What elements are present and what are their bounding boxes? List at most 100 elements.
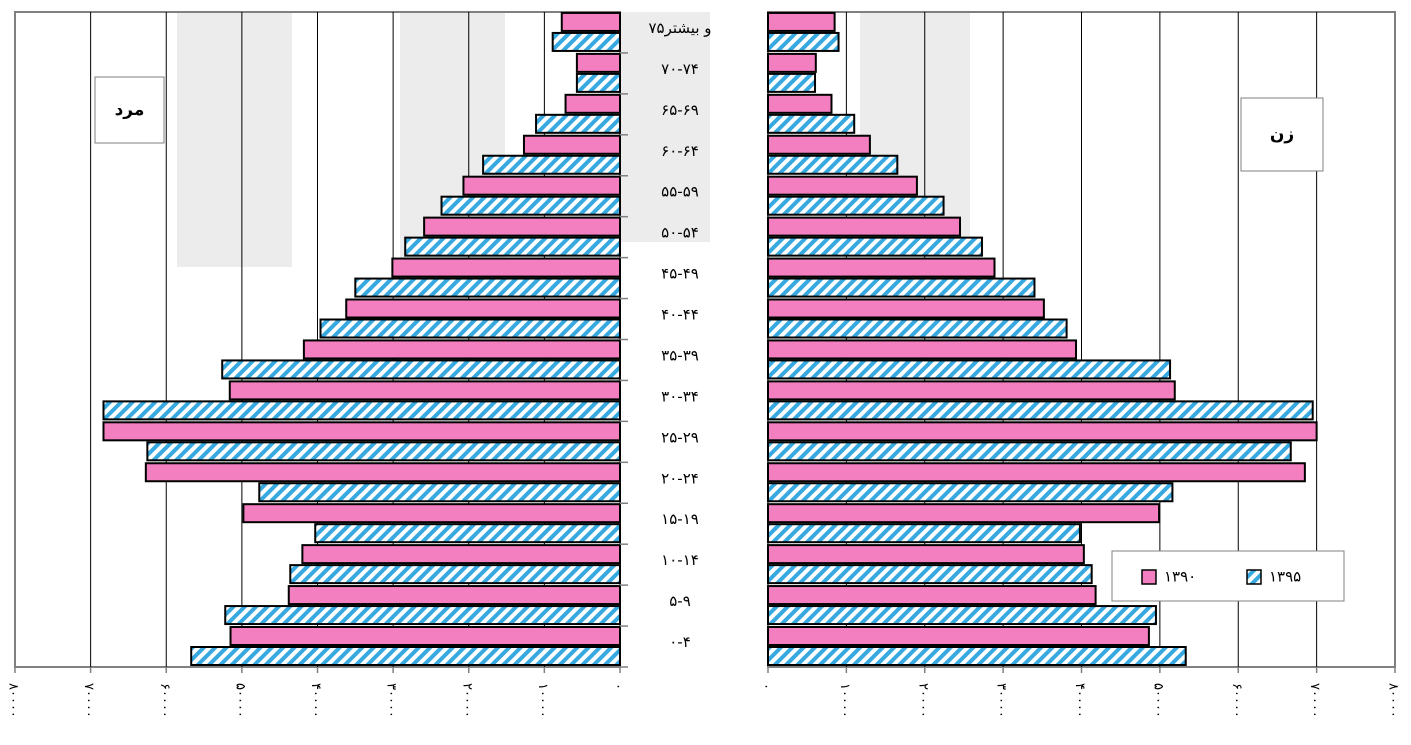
category-label: ۱۰-۱۴	[661, 551, 699, 569]
bar-1395	[767, 359, 1172, 380]
category-label: ۳۵-۳۹	[661, 346, 699, 364]
bar-1390	[560, 11, 621, 32]
bar-1390	[767, 52, 817, 73]
bar-1390	[575, 52, 621, 73]
bar-1395	[767, 441, 1292, 462]
tick-label: ۱۰۰۰۰	[535, 683, 550, 718]
bar-1390	[564, 93, 621, 114]
bar-1395	[575, 72, 621, 93]
panel-label: مرد	[115, 100, 145, 120]
bar-1390	[767, 503, 1161, 524]
bar-1390	[301, 544, 621, 565]
bar-1395	[289, 564, 621, 585]
bar-1395	[102, 400, 621, 421]
bar-1395	[221, 359, 621, 380]
bar-1390	[767, 462, 1306, 483]
tick-label: ۳۰۰۰۰	[994, 683, 1009, 718]
tick-label: ۶۰۰۰۰	[157, 683, 172, 718]
bar-1395	[258, 482, 621, 503]
legend-label: ۱۳۹۰	[1164, 568, 1196, 586]
bar-1390	[345, 298, 621, 319]
legend: ۱۳۹۰ ۱۳۹۵	[1111, 550, 1345, 602]
tick-label: ۶۰۰۰۰	[1229, 683, 1244, 718]
bar-1390	[767, 175, 918, 196]
bar-1395	[767, 646, 1187, 666]
bar-1395	[767, 236, 983, 257]
bar-1390	[522, 134, 621, 155]
bar-1395	[190, 646, 622, 666]
bar-1395	[767, 31, 840, 52]
bar-1390	[767, 298, 1045, 319]
bar-1390	[767, 93, 833, 114]
bar-1390	[287, 585, 621, 606]
panel-label-box	[1240, 97, 1324, 172]
legend-swatch	[1141, 569, 1157, 585]
bar-1395	[767, 523, 1081, 544]
bar-1390	[229, 626, 621, 646]
category-label: ۲۰-۲۴	[661, 469, 699, 487]
tick-label: ۴۰۰۰۰	[308, 683, 323, 718]
panel-left: ۰ ۱۰۰۰۰ ۲۰۰۰۰ ۳۰۰۰۰ ۴۰۰۰۰ ۵۰۰۰۰ ۶۰۰۰۰ ۷۰۰۰۰ ۸۰۰۰…	[6, 11, 626, 718]
bar-1390	[242, 503, 621, 524]
tick-label: ۸۰۰۰۰	[1386, 683, 1401, 718]
category-label: ۳۰-۳۴	[661, 387, 699, 405]
bar-1390	[462, 175, 621, 196]
bar-1390	[144, 462, 622, 483]
bar-1390	[767, 544, 1085, 565]
bar-1390	[767, 257, 996, 278]
tick-label: ۲۰۰۰۰	[915, 683, 930, 718]
bar-1395	[767, 195, 945, 216]
tick-label: ۰	[759, 683, 774, 690]
tick-label: ۰	[611, 683, 626, 690]
bar-1395	[767, 277, 1036, 298]
bar-1395	[767, 482, 1174, 503]
legend-label: ۱۳۹۵	[1269, 568, 1301, 586]
bar-1395	[319, 318, 621, 339]
bar-1390	[302, 339, 621, 360]
tick-label: ۷۰۰۰۰	[1307, 683, 1322, 718]
tick-label: ۵۰۰۰۰	[1150, 683, 1165, 718]
panel-label: زن	[1270, 125, 1294, 145]
bar-1390	[767, 421, 1318, 442]
bar-1395	[314, 523, 621, 544]
bar-1390	[391, 257, 621, 278]
category-label: ۱۵-۱۹	[661, 510, 699, 528]
tick-label: ۳۰۰۰۰	[384, 683, 399, 718]
tick-label: ۷۰۰۰۰	[81, 683, 96, 718]
bar-1395	[224, 605, 622, 626]
bar-1395	[404, 236, 621, 257]
bar-1395	[146, 441, 621, 462]
bar-1395	[767, 400, 1314, 421]
category-label: ۵-۹	[669, 592, 691, 610]
bar-1395	[767, 318, 1068, 339]
category-label: ۷۵و بیشتر	[648, 19, 711, 37]
tick-label: ۴۰۰۰۰	[1072, 683, 1087, 718]
bar-1390	[767, 339, 1078, 360]
category-labels: ۰-۴ ۵-۹ ۱۰-۱۴ ۱۵-۱۹ ۲۰-۲۴ ۲۵-۲۹ ۳۰-۳۴ ۳۵-۳۹ ۴۰-۴…	[620, 19, 712, 668]
bar-1395	[767, 605, 1157, 626]
bar-1390	[767, 11, 836, 32]
bar-1395	[767, 113, 856, 134]
category-label: ۷۰-۷۴	[661, 60, 699, 78]
tick-label: ۱۰۰۰۰	[837, 683, 852, 718]
bar-1395	[767, 564, 1093, 585]
category-label: ۵۵-۵۹	[661, 183, 699, 201]
bar-1395	[551, 31, 621, 52]
panel-right: ۰ ۱۰۰۰۰ ۲۰۰۰۰ ۳۰۰۰۰ ۴۰۰۰۰ ۵۰۰۰۰ ۶۰۰۰۰ ۷۰۰۰۰ ۸۰۰۰…	[759, 11, 1401, 718]
bar-1390	[767, 626, 1150, 646]
bar-1390	[423, 216, 621, 237]
panel-label-box	[94, 76, 165, 144]
category-label: ۴۵-۴۹	[661, 265, 699, 283]
bar-1390	[767, 585, 1097, 606]
bar-1395	[354, 277, 621, 298]
category-label: ۲۵-۲۹	[661, 428, 699, 446]
category-label: ۶۰-۶۴	[661, 142, 699, 160]
bar-1390	[228, 380, 621, 401]
bar-1390	[767, 216, 962, 237]
bar-1390	[102, 421, 621, 442]
bar-1390	[767, 380, 1176, 401]
tick-label: ۵۰۰۰۰	[232, 683, 247, 718]
bar-1395	[535, 113, 622, 134]
